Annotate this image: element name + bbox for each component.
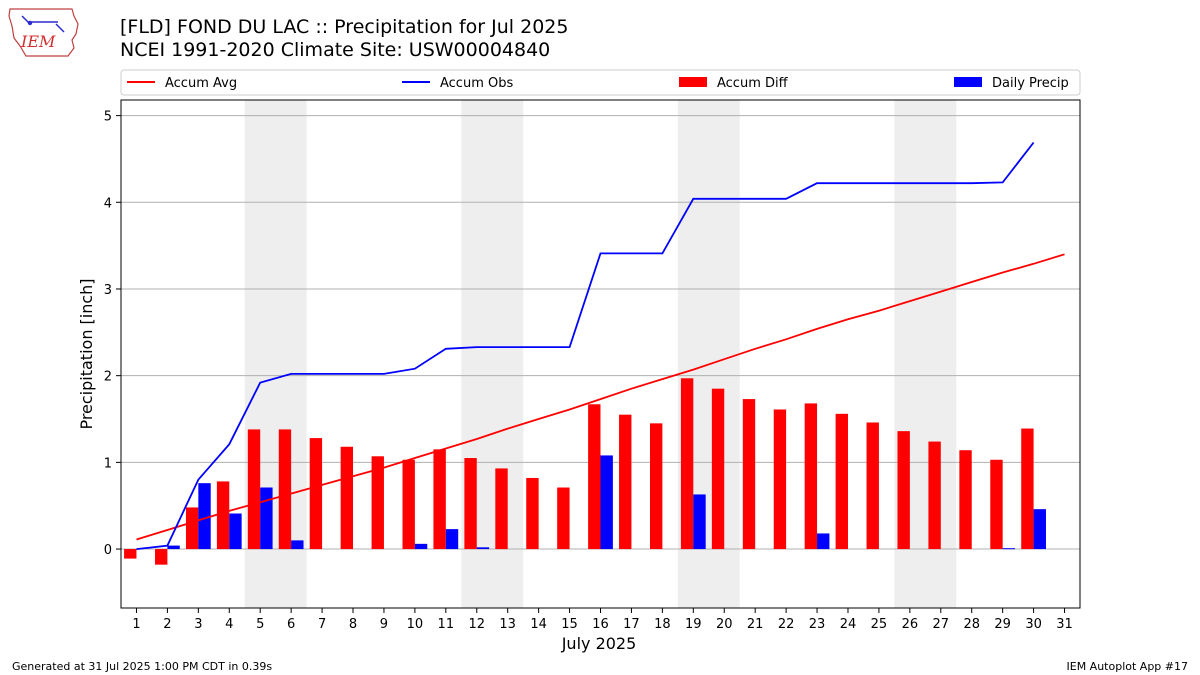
legend-swatch (679, 77, 707, 87)
daily-precip-bar (817, 533, 830, 550)
accum-avg-line (136, 253, 1065, 541)
daily-precip-bar (1033, 509, 1046, 550)
y-tick-label: 5 (104, 110, 112, 125)
accum-diff-bar (402, 459, 415, 550)
legend-label: Daily Precip (992, 76, 1069, 91)
x-tick-label: 7 (318, 617, 326, 632)
chart-title: [FLD] FOND DU LAC :: Precipitation for J… (120, 16, 569, 38)
daily-precip-bar (1002, 548, 1016, 550)
accum-diff-bar (464, 458, 477, 550)
accum-diff-bar (155, 549, 168, 565)
daily-precip-bar (167, 545, 180, 550)
app-credit: IEM Autoplot App #17 (1066, 660, 1189, 673)
y-tick-label: 0 (104, 543, 112, 558)
x-tick-label: 10 (407, 617, 424, 632)
x-tick-label: 11 (438, 617, 455, 632)
accum-diff-bar (866, 422, 879, 550)
accum-diff-bar (588, 404, 601, 550)
x-tick-label: 29 (994, 617, 1011, 632)
x-tick-label: 21 (747, 617, 764, 632)
x-tick-label: 24 (840, 617, 857, 632)
y-tick-label: 4 (104, 196, 112, 211)
accum-diff-bar (371, 456, 384, 550)
y-tick-label: 3 (104, 283, 112, 298)
x-tick-label: 4 (225, 617, 233, 632)
legend-label: Accum Diff (717, 76, 789, 91)
x-tick-label: 9 (380, 617, 388, 632)
y-tick-label: 2 (104, 370, 112, 385)
x-tick-label: 20 (716, 617, 733, 632)
legend-box (120, 69, 1081, 96)
accum-diff-bar (711, 388, 725, 550)
x-tick-label: 16 (592, 617, 609, 632)
accum-diff-bar (247, 429, 261, 550)
x-tick-label: 23 (809, 617, 826, 632)
accum-diff-bar (433, 449, 446, 550)
x-tick-label: 17 (623, 617, 640, 632)
daily-precip-bar (229, 513, 242, 550)
accum-diff-bar (340, 446, 354, 550)
x-tick-label: 3 (194, 617, 202, 632)
x-tick-label: 14 (530, 617, 547, 632)
accum-diff-bar (185, 507, 199, 550)
accum-diff-bar (990, 459, 1003, 550)
x-tick-label: 28 (963, 617, 980, 632)
x-tick-label: 5 (256, 617, 264, 632)
x-tick-label: 30 (1025, 617, 1042, 632)
x-tick-label: 22 (778, 617, 795, 632)
accum-diff-bar (1021, 428, 1034, 550)
accum-diff-bar (897, 431, 910, 550)
accum-diff-bar (495, 468, 508, 550)
accum-diff-bar (278, 429, 292, 550)
accum-diff-bar (773, 409, 787, 550)
accum-diff-bar (742, 399, 756, 550)
x-tick-label: 25 (871, 617, 888, 632)
x-tick-label: 19 (685, 617, 702, 632)
x-tick-label: 13 (499, 617, 516, 632)
daily-precip-bar (600, 455, 613, 550)
x-tick-label: 8 (349, 617, 357, 632)
legend-swatch (954, 77, 982, 87)
legend-label: Accum Avg (165, 76, 237, 91)
accum-diff-bar (649, 423, 663, 550)
x-tick-label: 18 (654, 617, 671, 632)
accum-diff-bar (928, 441, 941, 550)
accum-diff-bar (680, 378, 694, 550)
daily-precip-bar (260, 487, 273, 550)
y-axis-label: Precipitation [inch] (77, 278, 96, 429)
svg-text:IEM: IEM (20, 32, 56, 51)
accum-diff-bar (216, 481, 230, 550)
daily-precip-bar (414, 543, 428, 550)
accum-diff-bar (804, 403, 818, 550)
x-tick-label: 26 (902, 617, 919, 632)
x-tick-label: 15 (561, 617, 578, 632)
chart-subtitle: NCEI 1991-2020 Climate Site: USW00004840 (120, 39, 551, 61)
accum-diff-bar (309, 438, 323, 550)
daily-precip-bar (693, 494, 706, 550)
x-tick-label: 12 (468, 617, 485, 632)
legend-label: Accum Obs (440, 76, 513, 91)
x-tick-label: 2 (163, 617, 171, 632)
x-tick-label: 31 (1056, 617, 1073, 632)
generated-note: Generated at 31 Jul 2025 1:00 PM CDT in … (12, 660, 273, 673)
accum-obs-line (136, 141, 1035, 550)
iem-logo: IEM (8, 8, 79, 57)
accum-diff-bar (526, 477, 539, 550)
x-tick-label: 27 (933, 617, 950, 632)
daily-precip-bar (476, 547, 490, 550)
accum-diff-bar (557, 487, 570, 550)
x-tick-label: 1 (132, 617, 140, 632)
x-axis-label: July 2025 (561, 634, 637, 653)
accum-diff-bar (959, 450, 972, 550)
accum-diff-bar (835, 413, 848, 550)
accum-diff-bar (124, 549, 137, 559)
x-tick-label: 6 (287, 617, 295, 632)
daily-precip-bar (198, 483, 211, 550)
daily-precip-bar (291, 540, 304, 550)
daily-precip-bar (445, 529, 459, 550)
y-tick-label: 1 (104, 456, 112, 471)
accum-diff-bar (619, 414, 632, 550)
